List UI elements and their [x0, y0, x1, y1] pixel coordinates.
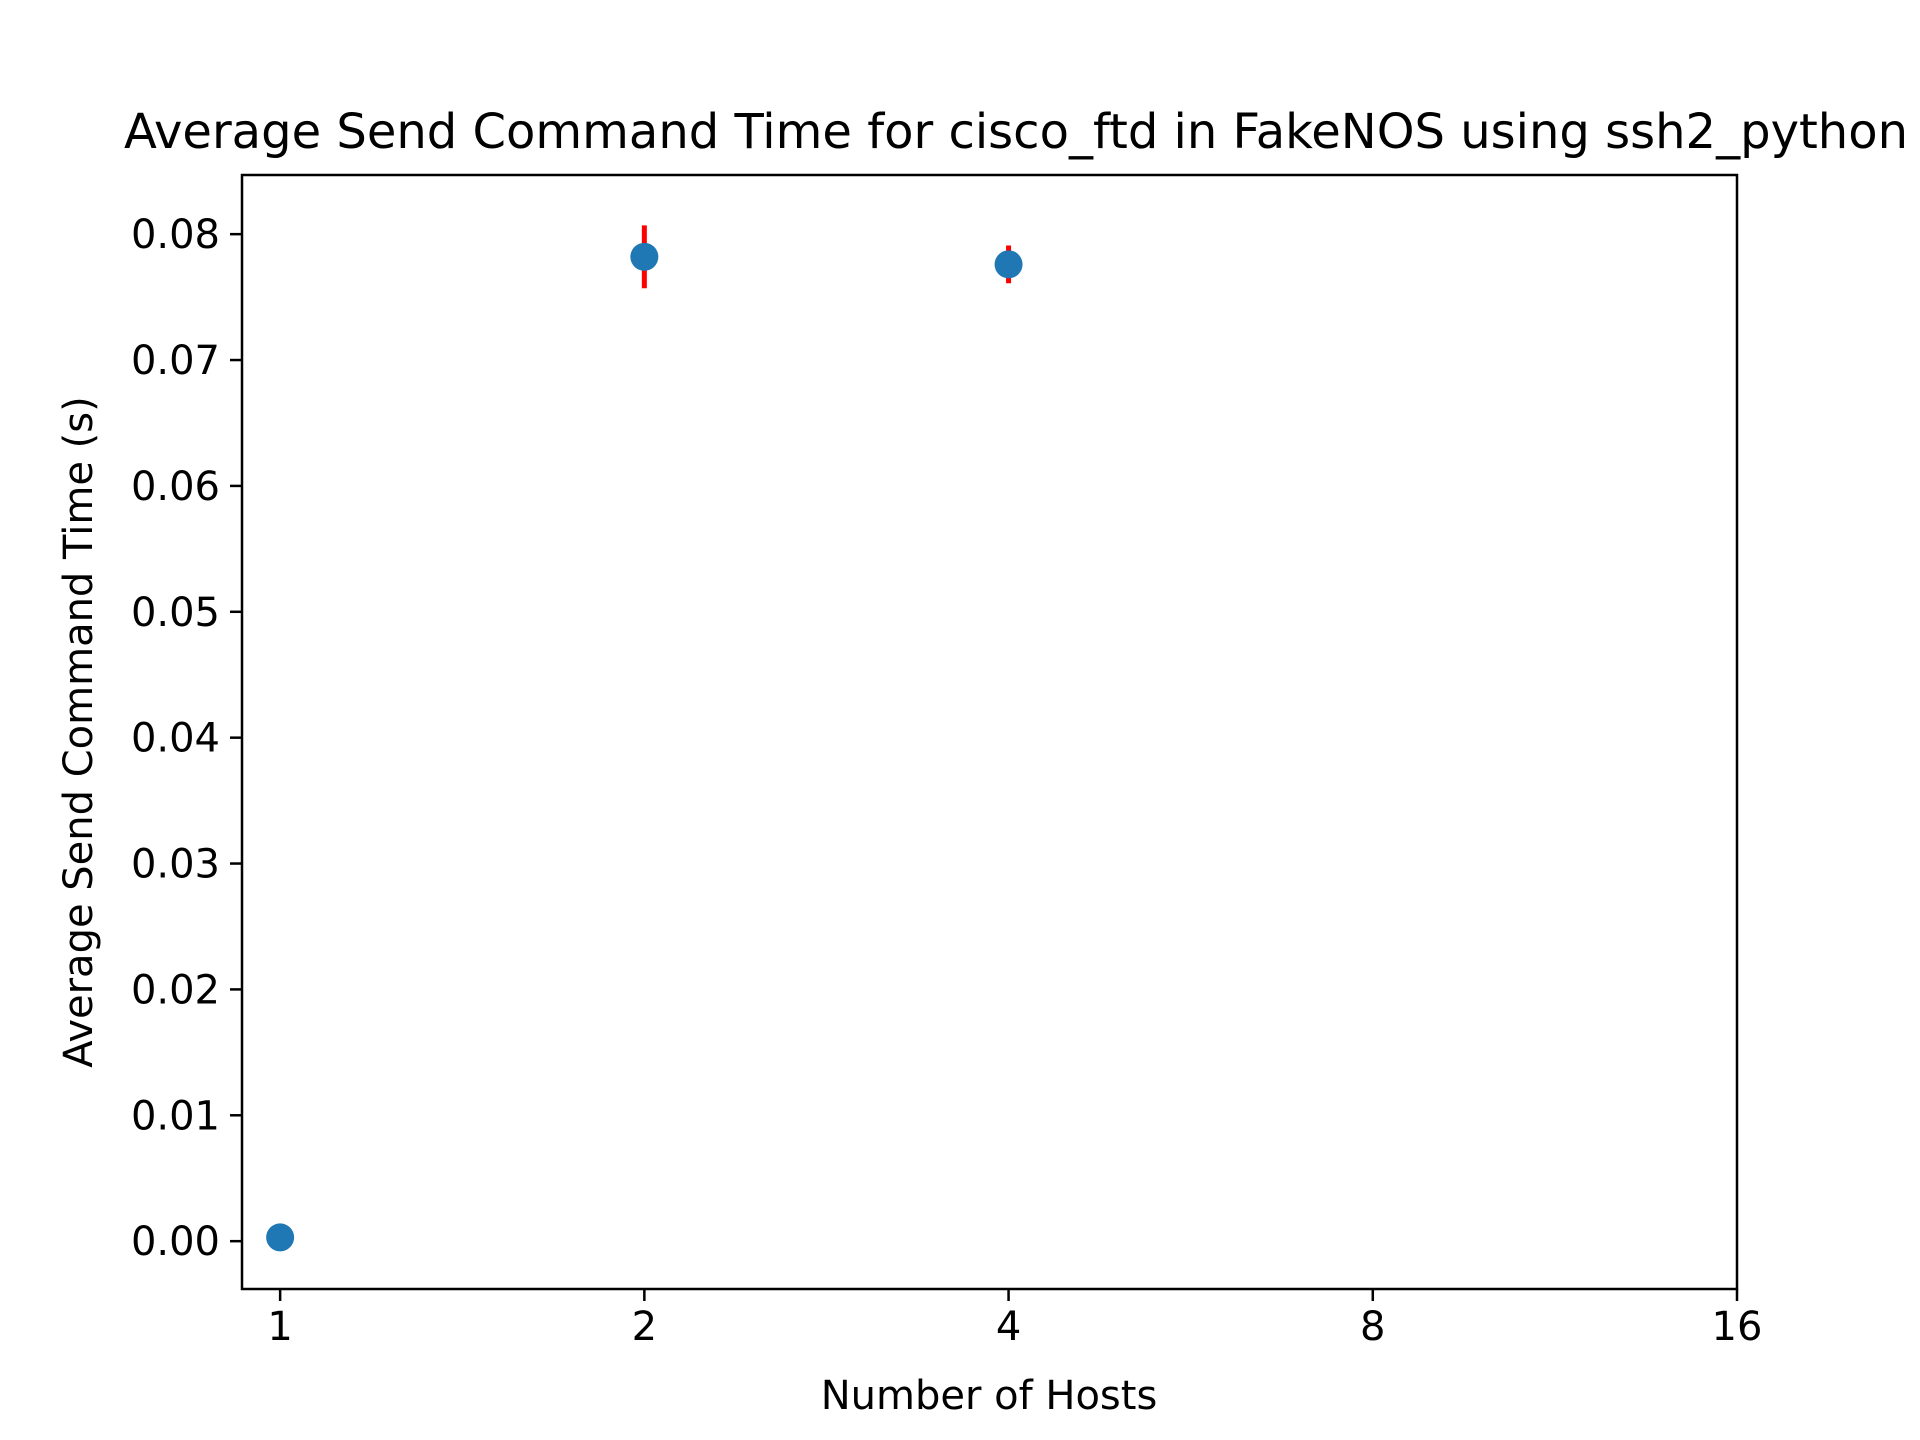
- y-tick-label: 0.01: [131, 1093, 220, 1139]
- y-tick-label: 0.08: [131, 212, 220, 258]
- x-axis-ticks: 1 2 4 8 16: [267, 1289, 1762, 1350]
- chart-title: Average Send Command Time for cisco_ftd …: [124, 104, 1908, 160]
- y-axis-label: Average Send Command Time (s): [56, 396, 102, 1067]
- data-point-layer: [266, 242, 1023, 1252]
- x-axis-label: Number of Hosts: [821, 1373, 1158, 1419]
- x-tick-label: 2: [632, 1304, 657, 1350]
- y-tick-label: 0.05: [131, 590, 220, 636]
- x-tick-label: 4: [996, 1304, 1021, 1350]
- y-tick-label: 0.07: [131, 338, 220, 384]
- y-axis-ticks: 0.00 0.01 0.02 0.03 0.04 0.05 0.06 0.07 0.08: [131, 212, 242, 1265]
- plot-frame: [240, 173, 1739, 1291]
- data-point: [630, 242, 659, 271]
- x-tick-label: 16: [1712, 1304, 1763, 1350]
- x-tick-label: 8: [1360, 1304, 1385, 1350]
- y-tick-label: 0.02: [131, 967, 220, 1013]
- y-tick-label: 0.00: [131, 1219, 220, 1265]
- data-point: [266, 1223, 295, 1252]
- y-tick-label: 0.03: [131, 842, 220, 888]
- y-tick-label: 0.04: [131, 716, 220, 762]
- data-point: [994, 250, 1023, 279]
- y-tick-label: 0.06: [131, 464, 220, 510]
- errorbar-layer: [641, 225, 1012, 289]
- x-tick-label: 1: [267, 1304, 292, 1350]
